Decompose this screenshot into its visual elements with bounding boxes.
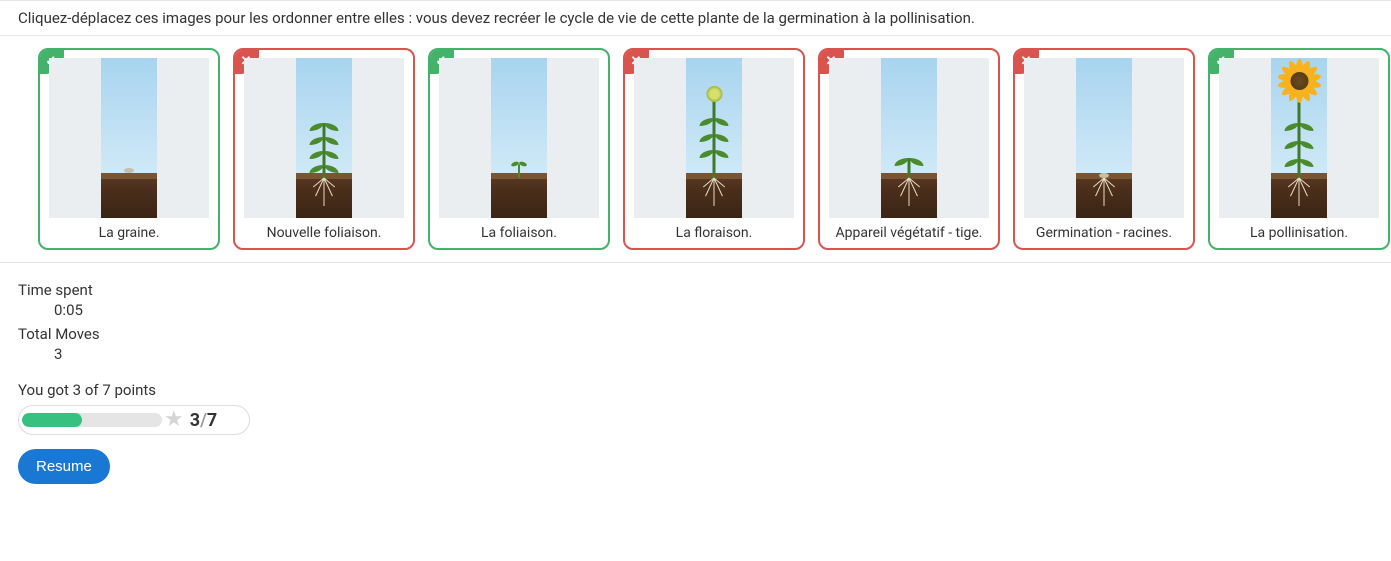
instructions-text: Cliquez-déplacez ces images pour les ord… (18, 9, 975, 27)
instructions-bar: Cliquez-déplacez ces images pour les ord… (0, 0, 1391, 36)
card-image (244, 58, 404, 218)
card-caption: La foliaison. (481, 224, 557, 244)
items-section: ✓ La graine. ✕ Nouvelle foliaison. ✓ La … (0, 36, 1391, 263)
card-caption: Nouvelle foliaison. (267, 224, 382, 244)
total-moves-value: 3 (54, 345, 1373, 363)
time-spent-value: 0:05 (54, 301, 1373, 319)
order-card[interactable]: ✓ La graine. (38, 48, 220, 250)
card-caption: La graine. (99, 224, 160, 244)
time-spent-label: Time spent (18, 281, 1373, 299)
order-card[interactable]: ✓ La pollinisation. (1208, 48, 1390, 250)
order-card[interactable]: ✕ Appareil végétatif - tige. (818, 48, 1000, 250)
score-slash: / (200, 410, 207, 431)
results-section: Time spent 0:05 Total Moves 3 You got 3 … (0, 263, 1391, 504)
card-caption: Germination - racines. (1036, 224, 1172, 244)
card-image (1024, 58, 1184, 218)
order-card[interactable]: ✕ Germination - racines. (1013, 48, 1195, 250)
card-caption: La floraison. (676, 224, 753, 244)
items-row: ✓ La graine. ✕ Nouvelle foliaison. ✓ La … (0, 48, 1391, 250)
score-earned: 3 (190, 410, 200, 431)
resume-button[interactable]: Resume (18, 449, 110, 484)
card-image (439, 58, 599, 218)
score-line: You got 3 of 7 points (18, 381, 1373, 399)
star-icon: ★ (164, 409, 184, 431)
score-text: 3/7 (190, 410, 218, 431)
score-bar (22, 413, 162, 427)
order-card[interactable]: ✕ La floraison. (623, 48, 805, 250)
card-image (49, 58, 209, 218)
card-caption: Appareil végétatif - tige. (835, 224, 982, 244)
card-image (1219, 58, 1379, 218)
order-card[interactable]: ✕ Nouvelle foliaison. (233, 48, 415, 250)
card-image (634, 58, 794, 218)
card-caption: La pollinisation. (1250, 224, 1348, 244)
score-bar-fill (22, 413, 82, 427)
card-image (829, 58, 989, 218)
order-card[interactable]: ✓ La foliaison. (428, 48, 610, 250)
score-total: 7 (207, 410, 217, 431)
score-bar-wrap: ★ 3/7 (18, 405, 250, 435)
total-moves-label: Total Moves (18, 325, 1373, 343)
